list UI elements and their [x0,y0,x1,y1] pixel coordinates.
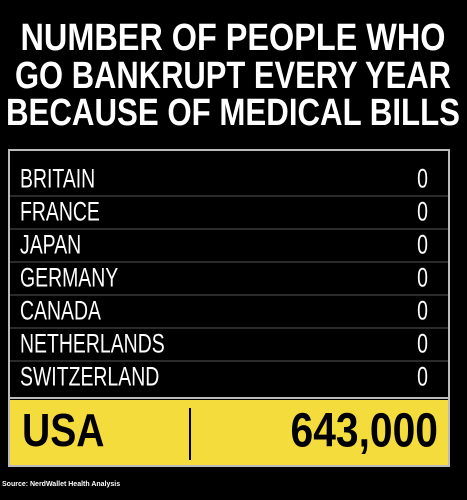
country-label: GERMANY [20,263,119,293]
country-label: BRITAIN [20,164,95,194]
country-value: 0 [417,164,428,194]
highlight-value: 643,000 [291,405,438,458]
title-line: NUMBER OF PEOPLE WHO [21,17,446,59]
country-label: FRANCE [20,197,100,227]
source-note: Source: NerdWallet Health Analysis [2,481,120,488]
country-label: SWITZERLAND [20,362,159,392]
country-value: 0 [417,329,428,359]
country-value: 0 [417,263,428,293]
table-frame [8,149,450,467]
country-label: JAPAN [20,230,81,260]
highlight-label: USA [22,405,105,457]
country-value: 0 [417,197,428,227]
country-label: NETHERLANDS [20,329,165,359]
country-value: 0 [417,362,428,392]
country-value: 0 [417,230,428,260]
title-line: BECAUSE OF MEDICAL BILLS [6,92,460,134]
title-line: GO BANKRUPT EVERY YEAR [15,55,451,97]
highlight-row-bg [10,400,448,465]
country-value: 0 [417,296,428,326]
country-label: CANADA [20,296,101,326]
